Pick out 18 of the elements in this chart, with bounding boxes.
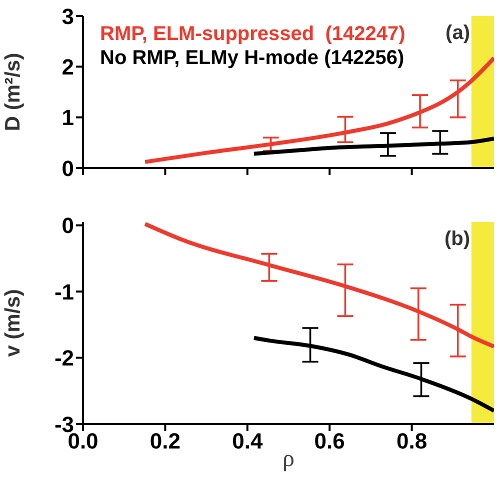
x-axis-title: ρ	[282, 446, 294, 472]
y-tick-label: 2	[62, 54, 74, 80]
y-axis-title: v (m/s)	[1, 289, 24, 357]
y-tick-label: -2	[54, 346, 74, 371]
x-tick-label: 0.4	[232, 428, 264, 454]
y-tick-label: 3	[62, 4, 74, 29]
y-tick-label: 0	[62, 213, 74, 238]
text: No RMP, ELMy H-mode (142256)	[100, 46, 406, 70]
annotation: (a)	[446, 22, 470, 45]
x-tick-label: 0.2	[150, 428, 180, 454]
y-axis-title: D (m²/s)	[1, 52, 24, 132]
y-tick-label: -1	[54, 279, 74, 304]
text: RMP, ELM-suppressed (142247)	[100, 22, 406, 46]
y-tick-label: 0	[62, 156, 74, 181]
x-tick-label: 0.8	[396, 428, 428, 454]
annotation: (b)	[444, 228, 470, 251]
y-tick-label: 1	[62, 105, 74, 130]
x-tick-label: 0.6	[314, 428, 345, 454]
